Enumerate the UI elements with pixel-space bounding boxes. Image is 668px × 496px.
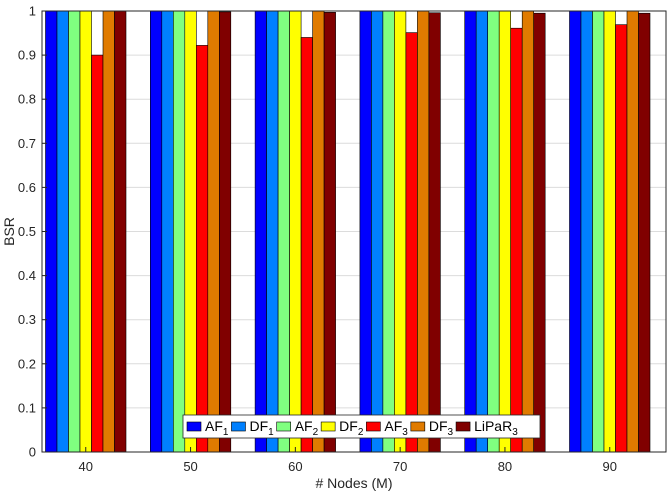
- bar: [428, 12, 441, 453]
- legend-label: DF3: [429, 418, 454, 438]
- bar: [498, 10, 512, 453]
- bar: [405, 32, 418, 453]
- y-tick-label: 0.5: [18, 224, 36, 239]
- bar: [592, 10, 605, 453]
- legend-label: AF3: [384, 418, 408, 438]
- bar: [359, 10, 372, 453]
- bar: [521, 10, 535, 453]
- y-tick-label: 0.2: [18, 356, 36, 371]
- legend-label: AF1: [205, 418, 229, 438]
- bar: [382, 10, 395, 453]
- bar: [464, 10, 477, 453]
- bar: [102, 10, 115, 453]
- legend-swatch: [186, 421, 202, 432]
- bar: [533, 12, 546, 453]
- x-tick-label: 60: [288, 459, 302, 474]
- y-tick-label: 0.4: [18, 268, 36, 283]
- bar: [510, 27, 523, 453]
- bar: [266, 10, 279, 453]
- bar: [417, 10, 430, 453]
- legend-swatch: [366, 421, 381, 432]
- y-tick-label: 0: [29, 445, 36, 460]
- y-tick-label: 0.8: [18, 92, 36, 107]
- bar: [207, 10, 220, 453]
- bar: [580, 10, 593, 453]
- x-tick-label: 40: [79, 459, 93, 474]
- legend-label: LiPaR3: [474, 418, 518, 438]
- bar: [626, 10, 639, 453]
- bar: [300, 37, 313, 453]
- bar: [323, 12, 336, 453]
- legend-swatch: [320, 421, 336, 432]
- bar: [45, 10, 58, 453]
- bar: [196, 45, 209, 453]
- x-tick-label: 80: [498, 459, 512, 474]
- bar: [371, 10, 384, 453]
- bar: [289, 10, 302, 453]
- legend-box: [182, 414, 541, 439]
- y-tick-label: 0.3: [18, 312, 36, 327]
- bar: [394, 10, 407, 453]
- bar: [254, 10, 267, 453]
- bar: [79, 10, 92, 453]
- axis-ticks: 0 0.1 0.2 0.3 0.4 0.5 0.6 0.7 0.8 0.9 1 40 50 60 70 80 9…: [18, 4, 617, 475]
- legend-label: DF1: [249, 418, 274, 438]
- legend-swatch: [231, 421, 246, 432]
- legend-label: AF2: [295, 418, 319, 438]
- x-tick-label: 90: [603, 459, 617, 474]
- bar: [68, 10, 81, 453]
- bars-layer: [45, 10, 651, 453]
- bar: [615, 24, 628, 453]
- legend-swatch: [276, 421, 291, 432]
- y-tick-label: 1: [29, 4, 36, 19]
- bar: [150, 10, 163, 453]
- bar: [219, 11, 232, 453]
- bar: [638, 12, 651, 453]
- bar: [487, 10, 500, 453]
- bar: [312, 10, 325, 453]
- bar: [173, 10, 186, 453]
- x-axis-title: # Nodes (M): [315, 475, 392, 491]
- bar: [475, 10, 489, 453]
- y-tick-label: 0.7: [18, 136, 36, 151]
- bar: [569, 10, 582, 453]
- y-tick-label: 0.9: [18, 48, 36, 63]
- legend-label: DF2: [339, 418, 364, 438]
- bar: [56, 10, 69, 453]
- y-tick-label: 0.6: [18, 180, 36, 195]
- legend-swatch: [455, 421, 471, 432]
- bar: [161, 10, 174, 453]
- bar: [603, 10, 616, 453]
- bar: [184, 10, 197, 453]
- legend-swatch: [410, 421, 426, 432]
- x-tick-label: 70: [393, 459, 407, 474]
- y-tick-label: 0.1: [18, 400, 36, 415]
- bar: [277, 10, 290, 453]
- bar: [114, 10, 127, 453]
- bar: [91, 54, 104, 453]
- y-axis-title: BSR: [1, 217, 17, 246]
- legend: AF1 DF1 AF2 DF2 AF3 DF3 LiPaR3: [182, 414, 541, 439]
- x-tick-label: 50: [183, 459, 197, 474]
